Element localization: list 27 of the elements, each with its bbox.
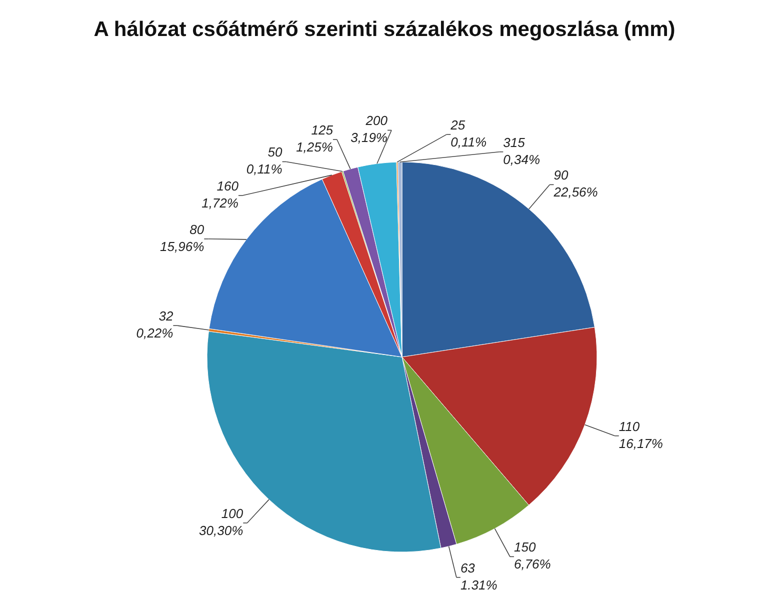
data-label: 0,22% <box>136 326 174 341</box>
slice-label: 32 <box>158 308 174 324</box>
data-label: 6,76% <box>514 556 551 572</box>
data-label: 15,96% <box>160 238 204 254</box>
slice-label: 315 <box>503 134 526 150</box>
slice-label: 160 <box>216 178 240 194</box>
data-label: 30,30% <box>199 522 244 538</box>
data-label: 1,25% <box>296 140 333 155</box>
slice-label: 200 <box>364 113 388 128</box>
slice-label: 90 <box>554 168 569 183</box>
data-label: 0,34% <box>503 152 540 167</box>
data-label: 3,19% <box>350 130 388 146</box>
slice-label: 25 <box>450 117 466 132</box>
data-label: 0,11% <box>450 134 487 150</box>
data-label: 0,11% <box>246 162 282 177</box>
slice-label: 150 <box>514 540 536 555</box>
data-label: 16,17% <box>618 436 663 451</box>
data-label: 1,72% <box>202 196 238 211</box>
slice-label: 63 <box>460 560 476 576</box>
data-label: 1.31% <box>460 577 498 592</box>
data-label: 22,56% <box>552 184 598 200</box>
slice-label: 100 <box>221 506 244 521</box>
slice-label: 110 <box>618 418 640 434</box>
slice-label: 80 <box>190 222 205 237</box>
chart-title: A hálózat csőátmérő szerinti százalékos megoszlása (mm) <box>94 18 676 41</box>
slice-label: 50 <box>268 144 284 160</box>
slice-label: 125 <box>311 122 334 138</box>
